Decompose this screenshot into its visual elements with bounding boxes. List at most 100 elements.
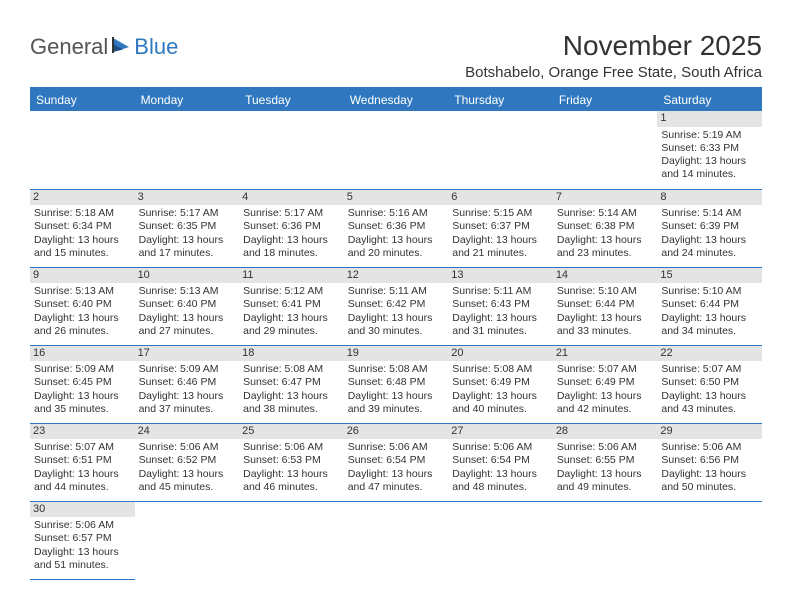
day-cell: 18Sunrise: 5:08 AMSunset: 6:47 PMDayligh… [239, 345, 344, 423]
daylight-line: Daylight: 13 hours and 30 minutes. [348, 312, 445, 338]
daylight-line: Daylight: 13 hours and 37 minutes. [139, 390, 236, 416]
logo: General Blue [30, 34, 178, 60]
sunset-line: Sunset: 6:56 PM [661, 454, 758, 467]
day-number: 11 [239, 268, 344, 284]
day-cell: 5Sunrise: 5:16 AMSunset: 6:36 PMDaylight… [344, 189, 449, 267]
sunrise-line: Sunrise: 5:10 AM [557, 285, 654, 298]
sunset-line: Sunset: 6:38 PM [557, 220, 654, 233]
day-number: 29 [657, 424, 762, 440]
sunrise-line: Sunrise: 5:09 AM [139, 363, 236, 376]
sunset-line: Sunset: 6:47 PM [243, 376, 340, 389]
day-cell: 9Sunrise: 5:13 AMSunset: 6:40 PMDaylight… [30, 267, 135, 345]
daylight-line: Daylight: 13 hours and 45 minutes. [139, 468, 236, 494]
sunrise-line: Sunrise: 5:11 AM [452, 285, 549, 298]
daylight-line: Daylight: 13 hours and 29 minutes. [243, 312, 340, 338]
sunrise-line: Sunrise: 5:06 AM [661, 441, 758, 454]
daylight-line: Daylight: 13 hours and 15 minutes. [34, 234, 131, 260]
sunset-line: Sunset: 6:49 PM [557, 376, 654, 389]
sunset-line: Sunset: 6:40 PM [139, 298, 236, 311]
sunrise-line: Sunrise: 5:14 AM [661, 207, 758, 220]
sunset-line: Sunset: 6:54 PM [452, 454, 549, 467]
daylight-line: Daylight: 13 hours and 49 minutes. [557, 468, 654, 494]
daylight-line: Daylight: 13 hours and 14 minutes. [661, 155, 758, 181]
daylight-line: Daylight: 13 hours and 44 minutes. [34, 468, 131, 494]
day-number: 1 [657, 111, 762, 127]
sunrise-line: Sunrise: 5:06 AM [34, 519, 131, 532]
sunrise-line: Sunrise: 5:07 AM [557, 363, 654, 376]
daylight-line: Daylight: 13 hours and 47 minutes. [348, 468, 445, 494]
day-number: 3 [135, 190, 240, 206]
day-number: 22 [657, 346, 762, 362]
day-number: 8 [657, 190, 762, 206]
day-cell: 3Sunrise: 5:17 AMSunset: 6:35 PMDaylight… [135, 189, 240, 267]
logo-text-blue: Blue [134, 34, 178, 60]
sunset-line: Sunset: 6:57 PM [34, 532, 131, 545]
sunrise-line: Sunrise: 5:07 AM [34, 441, 131, 454]
day-cell: 23Sunrise: 5:07 AMSunset: 6:51 PMDayligh… [30, 423, 135, 501]
day-number: 25 [239, 424, 344, 440]
day-number: 16 [30, 346, 135, 362]
sunrise-line: Sunrise: 5:13 AM [139, 285, 236, 298]
calendar-row: 1Sunrise: 5:19 AMSunset: 6:33 PMDaylight… [30, 111, 762, 189]
sunrise-line: Sunrise: 5:06 AM [139, 441, 236, 454]
empty-cell [344, 501, 449, 579]
daylight-line: Daylight: 13 hours and 46 minutes. [243, 468, 340, 494]
empty-cell [135, 501, 240, 579]
sunset-line: Sunset: 6:51 PM [34, 454, 131, 467]
day-cell: 26Sunrise: 5:06 AMSunset: 6:54 PMDayligh… [344, 423, 449, 501]
sunrise-line: Sunrise: 5:08 AM [348, 363, 445, 376]
sunrise-line: Sunrise: 5:17 AM [139, 207, 236, 220]
day-cell: 11Sunrise: 5:12 AMSunset: 6:41 PMDayligh… [239, 267, 344, 345]
empty-cell [448, 111, 553, 189]
day-cell: 20Sunrise: 5:08 AMSunset: 6:49 PMDayligh… [448, 345, 553, 423]
daylight-line: Daylight: 13 hours and 48 minutes. [452, 468, 549, 494]
sunrise-line: Sunrise: 5:06 AM [557, 441, 654, 454]
day-number: 26 [344, 424, 449, 440]
sunset-line: Sunset: 6:36 PM [348, 220, 445, 233]
empty-cell [553, 501, 658, 579]
daylight-line: Daylight: 13 hours and 50 minutes. [661, 468, 758, 494]
day-cell: 17Sunrise: 5:09 AMSunset: 6:46 PMDayligh… [135, 345, 240, 423]
empty-cell [239, 501, 344, 579]
sunrise-line: Sunrise: 5:08 AM [243, 363, 340, 376]
header: General Blue November 2025 Botshabelo, O… [30, 30, 762, 81]
month-title: November 2025 [465, 30, 762, 62]
sunrise-line: Sunrise: 5:06 AM [243, 441, 340, 454]
sunset-line: Sunset: 6:44 PM [557, 298, 654, 311]
weekday-tuesday: Tuesday [239, 88, 344, 111]
day-number: 6 [448, 190, 553, 206]
day-number: 18 [239, 346, 344, 362]
daylight-line: Daylight: 13 hours and 27 minutes. [139, 312, 236, 338]
sunset-line: Sunset: 6:37 PM [452, 220, 549, 233]
daylight-line: Daylight: 13 hours and 24 minutes. [661, 234, 758, 260]
day-cell: 16Sunrise: 5:09 AMSunset: 6:45 PMDayligh… [30, 345, 135, 423]
sunset-line: Sunset: 6:52 PM [139, 454, 236, 467]
daylight-line: Daylight: 13 hours and 18 minutes. [243, 234, 340, 260]
sunrise-line: Sunrise: 5:08 AM [452, 363, 549, 376]
sunrise-line: Sunrise: 5:06 AM [452, 441, 549, 454]
daylight-line: Daylight: 13 hours and 23 minutes. [557, 234, 654, 260]
day-cell: 30Sunrise: 5:06 AMSunset: 6:57 PMDayligh… [30, 501, 135, 579]
logo-flag-icon [112, 35, 134, 60]
daylight-line: Daylight: 13 hours and 21 minutes. [452, 234, 549, 260]
day-cell: 2Sunrise: 5:18 AMSunset: 6:34 PMDaylight… [30, 189, 135, 267]
sunset-line: Sunset: 6:50 PM [661, 376, 758, 389]
sunrise-line: Sunrise: 5:12 AM [243, 285, 340, 298]
calendar-body: 1Sunrise: 5:19 AMSunset: 6:33 PMDaylight… [30, 111, 762, 579]
sunrise-line: Sunrise: 5:06 AM [348, 441, 445, 454]
day-number: 23 [30, 424, 135, 440]
sunset-line: Sunset: 6:49 PM [452, 376, 549, 389]
day-number: 5 [344, 190, 449, 206]
sunset-line: Sunset: 6:34 PM [34, 220, 131, 233]
empty-cell [657, 501, 762, 579]
day-cell: 14Sunrise: 5:10 AMSunset: 6:44 PMDayligh… [553, 267, 658, 345]
sunrise-line: Sunrise: 5:16 AM [348, 207, 445, 220]
sunset-line: Sunset: 6:39 PM [661, 220, 758, 233]
weekday-thursday: Thursday [448, 88, 553, 111]
daylight-line: Daylight: 13 hours and 34 minutes. [661, 312, 758, 338]
day-number: 14 [553, 268, 658, 284]
daylight-line: Daylight: 13 hours and 17 minutes. [139, 234, 236, 260]
day-number: 20 [448, 346, 553, 362]
location: Botshabelo, Orange Free State, South Afr… [465, 64, 762, 81]
day-cell: 13Sunrise: 5:11 AMSunset: 6:43 PMDayligh… [448, 267, 553, 345]
